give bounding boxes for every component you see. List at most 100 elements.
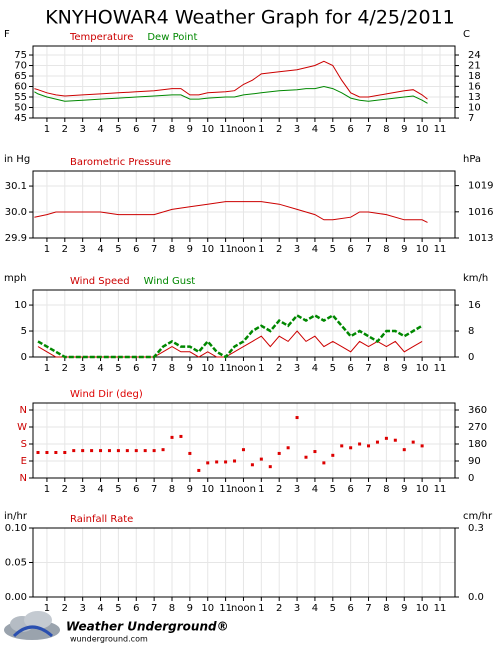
point [286,446,290,450]
x-tick-label: 7 [365,603,371,614]
x-tick-label: 9 [401,244,407,255]
point [206,461,210,465]
y-tick-label: 65 [14,71,27,82]
x-tick-label: 8 [169,124,175,135]
x-tick-label: 3 [294,363,300,374]
legend-entry: Wind Gust [144,276,196,287]
x-tick-label: 4 [97,484,103,495]
y-tick-label: 70 [14,61,27,72]
x-tick-label: 9 [401,124,407,135]
y2-tick-label: 16 [468,300,481,311]
x-tick-label: 8 [383,363,389,374]
legend-entry: Rainfall Rate [70,514,133,525]
y2-tick-label: 10 [468,102,481,113]
y-tick-label: S [21,439,27,450]
y-tick-label: 55 [14,92,27,103]
x-tick-label: 8 [169,603,175,614]
series-line [37,330,423,358]
x-tick-label: 8 [383,244,389,255]
x-tick-label: 9 [187,244,193,255]
point [161,448,165,452]
x-tick-label: 9 [187,124,193,135]
x-tick-label: 5 [330,244,336,255]
series-line [34,201,428,223]
x-tick-label: 7 [151,484,157,495]
x-tick-label: 4 [312,124,318,135]
x-tick-label: 9 [401,484,407,495]
point [233,459,237,463]
y2-axis-label: cm/hr [463,511,493,522]
x-tick-label: 3 [294,484,300,495]
y2-tick-label: 18 [468,71,481,82]
point [188,451,192,455]
y2-tick-label: 13 [468,92,481,103]
point [241,448,245,452]
y2-tick-label: 21 [468,61,481,72]
x-tick-label: 1 [44,603,50,614]
legend-entry: Dew Point [147,32,197,43]
x-tick-label: 11 [434,603,447,614]
x-tick-label: 3 [294,124,300,135]
x-tick-label: 2 [276,244,282,255]
x-tick-label: 3 [79,244,85,255]
x-tick-label: 5 [330,124,336,135]
point [143,449,147,453]
page-title: KNYHOWAR4 Weather Graph for 4/25/2011 [45,7,455,29]
x-tick-label: 1 [44,484,50,495]
x-tick-label: 8 [383,603,389,614]
point [295,416,299,420]
point [152,449,156,453]
x-tick-label: 11 [219,603,232,614]
x-tick-label: 2 [62,244,68,255]
x-tick-label: 2 [276,363,282,374]
point [170,435,174,439]
point [313,450,317,454]
point [224,460,228,464]
x-tick-label: 1 [44,244,50,255]
plot-border [32,402,456,479]
brand: Weather Underground® [66,620,229,634]
point [90,449,94,453]
x-tick-label: 3 [79,603,85,614]
x-tick-label: 4 [97,603,103,614]
y2-tick-label: 16 [468,81,481,92]
plot-border [32,170,456,239]
x-tick-label: 4 [312,244,318,255]
x-tick-label: 4 [97,124,103,135]
y-tick-label: 5 [21,326,27,337]
x-tick-label: 5 [115,484,121,495]
y-tick-label: 0.10 [5,523,27,534]
x-tick-label: 4 [312,484,318,495]
x-tick-label: 10 [416,603,429,614]
point [420,444,424,448]
x-tick-label: 6 [347,363,353,374]
x-tick-label: 3 [79,363,85,374]
y2-tick-label: 1013 [468,233,493,244]
x-tick-label: 10 [201,124,214,135]
x-tick-label: 11 [434,484,447,495]
x-tick-label: 10 [416,363,429,374]
x-tick-label: 8 [169,244,175,255]
series-line [34,60,428,100]
series-line [34,85,428,104]
y2-tick-label: 90 [468,456,481,467]
x-tick-label: 7 [365,363,371,374]
y2-tick-label: 0.3 [468,523,484,534]
x-tick-label: noon [231,603,256,614]
y2-tick-label: 1016 [468,207,493,218]
x-tick-label: 3 [79,484,85,495]
legend-entry: Wind Speed [70,276,130,287]
x-tick-label: 1 [44,124,50,135]
x-tick-label: 8 [383,124,389,135]
x-tick-label: 10 [201,603,214,614]
x-tick-label: 11 [219,484,232,495]
x-tick-label: 11 [434,244,447,255]
point [54,450,58,454]
x-tick-label: 6 [347,244,353,255]
y-tick-label: 60 [14,82,27,93]
x-tick-label: 3 [294,244,300,255]
point [367,444,371,448]
point [63,450,67,454]
x-tick-label: 5 [330,603,336,614]
